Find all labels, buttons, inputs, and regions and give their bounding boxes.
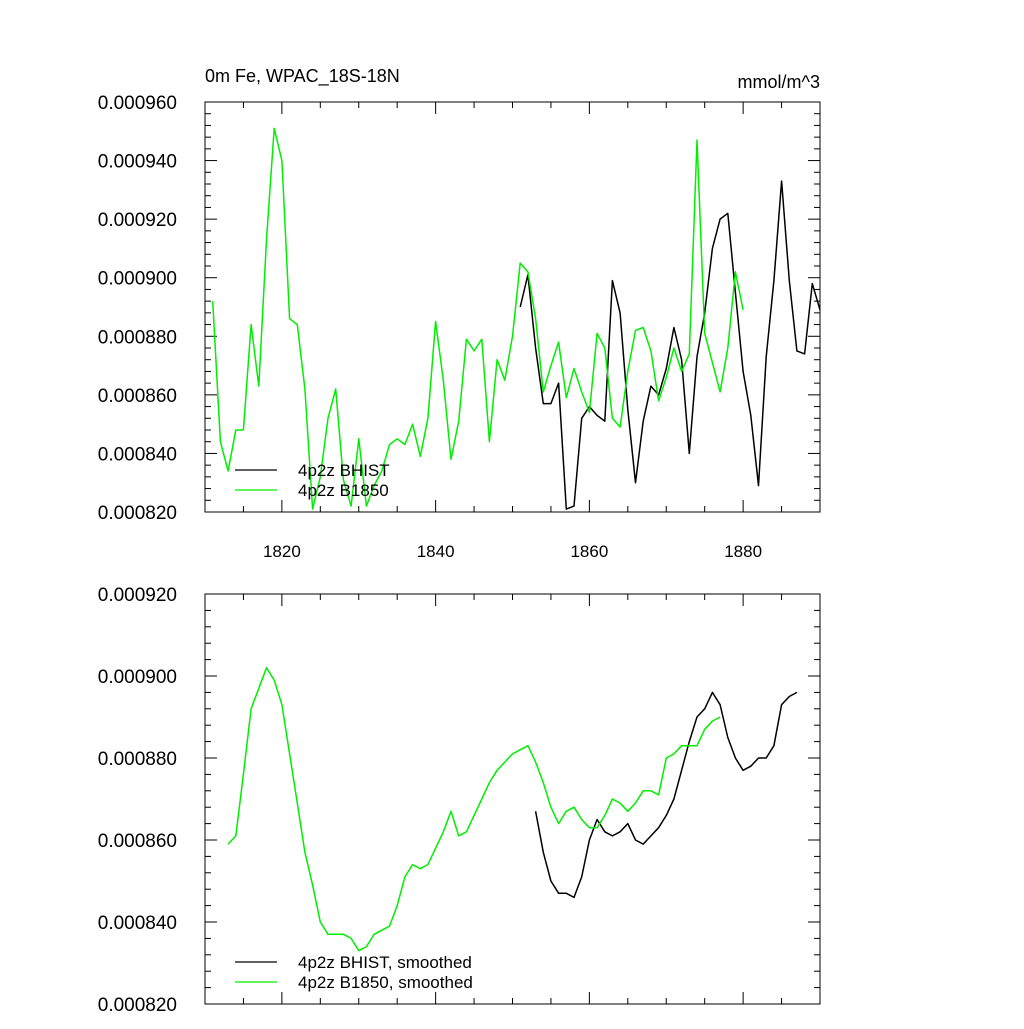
legend-label-b1850-smoothed: 4p2z B1850, smoothed — [298, 973, 473, 992]
bottom-series-lines — [227, 667, 798, 952]
series-line-bhist — [519, 180, 821, 510]
bottom-legend: 4p2z BHIST, smoothed 4p2z B1850, smoothe… — [235, 953, 473, 992]
y-tick-label: 0.000880 — [98, 327, 177, 348]
y-tick-label: 0.000900 — [98, 667, 177, 688]
bottom-y-tick-labels: 0.000820 0.000840 0.000860 0.000880 0.000900… — [98, 585, 177, 1016]
legend-label-bhist-smoothed: 4p2z BHIST, smoothed — [298, 953, 472, 972]
top-panel: 0m Fe, WPAC_18S-18N mmol/m^3 0.0008200.0… — [98, 66, 821, 561]
y-tick-label: 0.000960 — [98, 93, 177, 114]
series-line-b1850 — [227, 667, 721, 952]
top-y-tick-labels: 0.000820 0.000840 0.000860 0.000880 0.000900… — [98, 93, 177, 524]
top-plot-frame — [204, 101, 821, 513]
y-tick-label: 0.000820 — [98, 503, 177, 524]
y-tick-label: 0.000860 — [98, 831, 177, 852]
y-tick-label: 0.000820 — [98, 995, 177, 1016]
y-tick-label: 0.000860 — [98, 386, 177, 407]
top-legend: 4p2z BHIST 4p2z B1850 — [235, 461, 390, 500]
y-tick-label: 0.000840 — [98, 913, 177, 934]
y-tick-label: 0.000920 — [98, 210, 177, 231]
chart-title: 0m Fe, WPAC_18S-18N — [205, 66, 400, 87]
y-tick-label: 0.000940 — [98, 152, 177, 173]
y-tick-label: 0.000840 — [98, 444, 177, 465]
bottom-panel: 0.000820 0.000840 0.000860 0.000880 0.000900… — [98, 585, 821, 1016]
x-tick-label: 1860 — [570, 542, 608, 561]
legend-label-b1850: 4p2z B1850 — [298, 481, 389, 500]
bottom-plot-frame — [204, 593, 821, 1005]
series-line-b1850 — [211, 127, 744, 510]
y-tick-label: 0.000880 — [98, 749, 177, 770]
y-tick-label: 0.000920 — [98, 585, 177, 606]
top-x-tick-labels: 1820 1840 1860 1880 — [263, 542, 762, 561]
top-ticks — [204, 101, 821, 513]
x-tick-label: 1820 — [263, 542, 301, 561]
series-line-bhist — [534, 691, 798, 899]
x-tick-label: 1840 — [417, 542, 455, 561]
x-tick-label: 1880 — [724, 542, 762, 561]
legend-label-bhist: 4p2z BHIST — [298, 461, 390, 480]
y-tick-label: 0.000900 — [98, 269, 177, 290]
top-series-lines — [211, 127, 821, 510]
chart-units: mmol/m^3 — [738, 72, 820, 92]
